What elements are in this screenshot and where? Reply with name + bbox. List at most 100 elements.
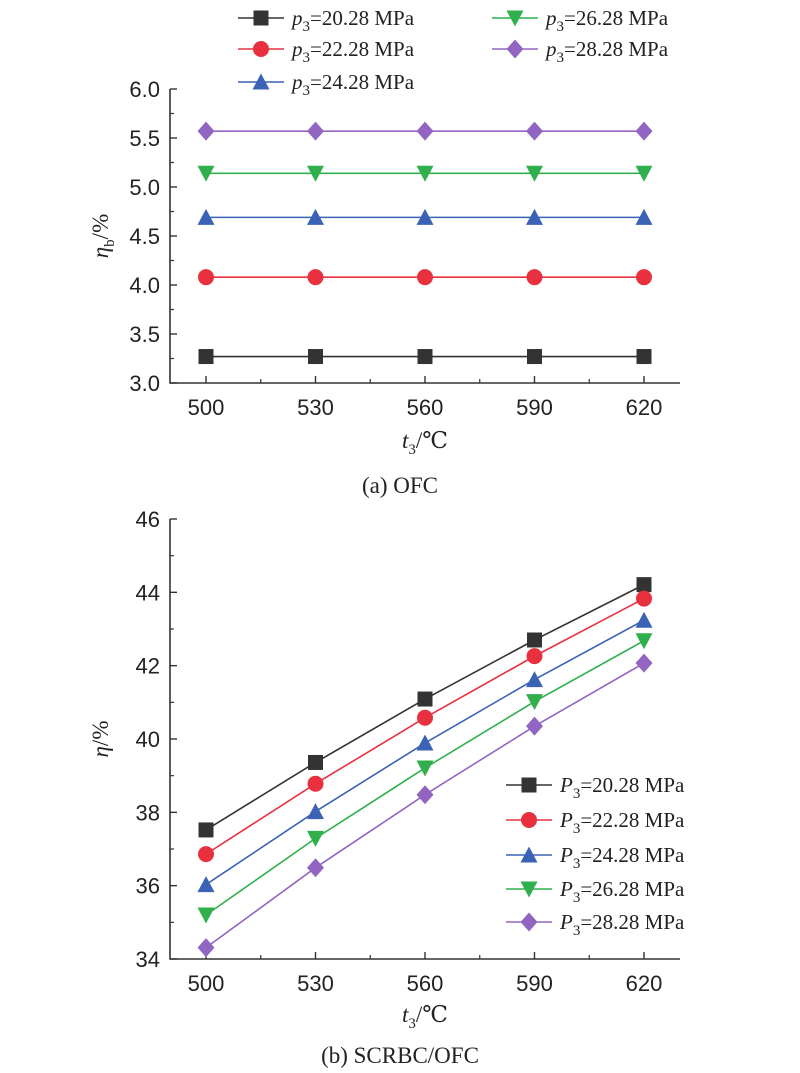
legend-marker <box>520 846 538 863</box>
y-axis-title-group: η/% <box>88 721 113 758</box>
data-point <box>526 716 543 736</box>
x-tick-label: 500 <box>188 971 225 996</box>
series-line <box>205 619 645 886</box>
legend-entry: P3=24.28 MPa <box>559 843 685 872</box>
data-point <box>307 165 324 182</box>
data-point <box>417 691 433 707</box>
data-point <box>416 208 434 225</box>
data-point <box>527 349 542 365</box>
y-tick-label: 5.0 <box>129 175 160 200</box>
data-point <box>635 121 653 141</box>
chart-b: 34 36 38 40 42 44 46 500 530 560 590 620 t3/℃ η/% (b) … <box>88 507 685 1068</box>
data-point <box>308 754 323 770</box>
legend-marker <box>253 41 269 57</box>
data-point <box>635 208 653 225</box>
data-point <box>307 269 324 286</box>
y-tick-label: 40 <box>136 727 160 752</box>
data-point <box>635 633 653 650</box>
legend-entry: P3=26.28 MPa <box>559 877 685 906</box>
legend-marker <box>252 73 270 90</box>
data-point <box>307 208 324 225</box>
legend-marker <box>521 812 537 828</box>
legend-entry: p3=24.28 MPa <box>290 70 415 99</box>
data-point <box>635 165 653 182</box>
chart-caption: (b) SCRBC/OFC <box>321 1043 479 1068</box>
legend-marker <box>506 10 524 27</box>
data-point <box>526 694 543 711</box>
data-point <box>636 590 652 607</box>
data-point <box>308 349 323 365</box>
data-point <box>307 803 324 820</box>
data-point <box>416 785 434 805</box>
data-point <box>198 822 214 838</box>
x-tick-label: 560 <box>407 971 444 996</box>
y-tick-label: 42 <box>136 654 160 679</box>
y-tick-label: 44 <box>136 580 160 605</box>
legend-entry: P3=22.28 MPa <box>559 808 685 837</box>
y-axis-title: η/% <box>88 721 113 758</box>
x-axis-title: t3/℃ <box>402 1002 448 1032</box>
y-tick-label: 4.0 <box>129 273 160 298</box>
legend-marker <box>521 777 537 793</box>
data-point <box>198 269 214 286</box>
data-point <box>635 653 653 673</box>
legend-marker <box>520 912 538 932</box>
legend-marker <box>253 10 269 26</box>
y-tick-label: 4.5 <box>129 224 160 249</box>
data-point <box>198 349 214 365</box>
y-tick-label: 46 <box>136 507 160 532</box>
legend: P3=20.28 MPa P3=22.28 MPa P3=24.28 MPa P3=2… <box>506 773 685 939</box>
x-tick-label: 530 <box>297 971 334 996</box>
data-point <box>527 632 542 648</box>
y-tick-label: 34 <box>136 947 160 972</box>
data-point <box>416 734 434 751</box>
legend-entry: P3=20.28 MPa <box>559 773 685 802</box>
y-tick-label: 6.0 <box>129 77 160 102</box>
data-point <box>417 269 433 286</box>
chart-caption: (a) OFC <box>362 473 438 498</box>
legend-entry: p3=28.28 MPa <box>544 37 669 66</box>
y-tick-label: 5.5 <box>129 126 160 151</box>
data-point <box>307 830 324 847</box>
data-point <box>526 648 543 665</box>
data-point <box>197 876 215 893</box>
data-point <box>416 760 434 777</box>
data-point <box>198 846 214 863</box>
y-axis-title-group: ηb/% <box>88 214 118 258</box>
data-point <box>307 121 324 141</box>
data-point <box>307 858 324 878</box>
data-point <box>526 165 543 182</box>
y-tick-label: 38 <box>136 800 160 825</box>
legend-marker <box>520 881 538 898</box>
data-point <box>417 709 433 726</box>
y-tick-label: 36 <box>136 874 160 899</box>
y-tick-label: 3.5 <box>129 322 160 347</box>
data-point <box>197 208 215 225</box>
x-axis-title: t3/℃ <box>402 428 448 458</box>
series-line <box>205 597 645 855</box>
data-point <box>526 671 543 688</box>
x-tick-label: 620 <box>626 395 663 420</box>
data-point <box>417 349 433 365</box>
chart-a: 3.0 3.5 4.0 4.5 5.0 5.5 6.0 500 530 560 590 620 t3/℃… <box>88 6 680 498</box>
data-point <box>635 611 653 628</box>
data-point <box>197 938 215 958</box>
data-point <box>307 775 324 792</box>
x-tick-label: 590 <box>516 971 553 996</box>
data-point <box>526 208 543 225</box>
legend-entry: p3=22.28 MPa <box>290 37 415 66</box>
data-point <box>416 165 434 182</box>
y-axis-title: ηb/% <box>88 214 118 258</box>
legend-entry: p3=26.28 MPa <box>544 6 669 35</box>
data-point <box>636 349 652 365</box>
data-point <box>636 269 652 286</box>
x-tick-label: 560 <box>407 395 444 420</box>
data-point <box>636 577 652 593</box>
legend-marker <box>506 39 524 59</box>
x-tick-label: 590 <box>516 395 553 420</box>
data-point <box>197 121 215 141</box>
legend-entry: P3=28.28 MPa <box>559 910 685 939</box>
data-point <box>197 907 215 924</box>
